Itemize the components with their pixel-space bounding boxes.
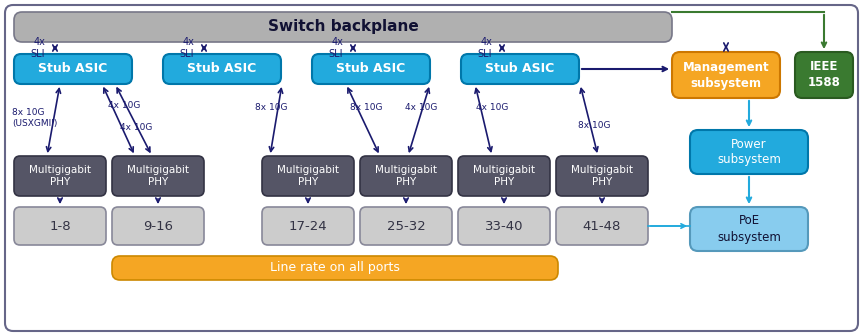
Text: Line rate on all ports: Line rate on all ports <box>270 261 400 275</box>
FancyBboxPatch shape <box>312 54 430 84</box>
Text: 4x
SLI: 4x SLI <box>180 37 194 59</box>
FancyBboxPatch shape <box>262 207 354 245</box>
FancyBboxPatch shape <box>262 156 354 196</box>
Text: Multigigabit
PHY: Multigigabit PHY <box>127 165 189 187</box>
Text: 33-40: 33-40 <box>485 219 524 233</box>
FancyBboxPatch shape <box>5 5 858 331</box>
Text: Multigigabit
PHY: Multigigabit PHY <box>277 165 339 187</box>
Text: 4x
SLI: 4x SLI <box>328 37 343 59</box>
Text: 17-24: 17-24 <box>289 219 327 233</box>
FancyBboxPatch shape <box>163 54 281 84</box>
Text: Stub ASIC: Stub ASIC <box>486 62 555 76</box>
Text: 8x 10G: 8x 10G <box>578 121 611 129</box>
FancyBboxPatch shape <box>112 256 558 280</box>
FancyBboxPatch shape <box>14 54 132 84</box>
FancyBboxPatch shape <box>795 52 853 98</box>
FancyBboxPatch shape <box>112 156 204 196</box>
Text: Management
subsystem: Management subsystem <box>683 60 769 89</box>
Text: Stub ASIC: Stub ASIC <box>38 62 108 76</box>
Text: 4x
SLI: 4x SLI <box>30 37 45 59</box>
Text: 1-8: 1-8 <box>49 219 71 233</box>
FancyBboxPatch shape <box>112 207 204 245</box>
FancyBboxPatch shape <box>458 207 550 245</box>
FancyBboxPatch shape <box>556 207 648 245</box>
FancyBboxPatch shape <box>14 156 106 196</box>
FancyBboxPatch shape <box>690 207 808 251</box>
Text: PoE
subsystem: PoE subsystem <box>717 214 781 244</box>
Text: Stub ASIC: Stub ASIC <box>187 62 257 76</box>
FancyBboxPatch shape <box>461 54 579 84</box>
Text: Switch backplane: Switch backplane <box>268 19 418 35</box>
Text: 41-48: 41-48 <box>583 219 621 233</box>
Text: 8x 10G: 8x 10G <box>350 103 383 113</box>
Text: 9-16: 9-16 <box>143 219 173 233</box>
Text: 4x 10G: 4x 10G <box>108 100 140 110</box>
Text: Multigigabit
PHY: Multigigabit PHY <box>29 165 91 187</box>
FancyBboxPatch shape <box>360 207 452 245</box>
FancyBboxPatch shape <box>672 52 780 98</box>
FancyBboxPatch shape <box>14 207 106 245</box>
Text: 25-32: 25-32 <box>386 219 425 233</box>
Text: Multigigabit
PHY: Multigigabit PHY <box>473 165 535 187</box>
Text: IEEE
1588: IEEE 1588 <box>808 60 841 89</box>
FancyBboxPatch shape <box>690 130 808 174</box>
FancyBboxPatch shape <box>360 156 452 196</box>
Text: 4x 10G: 4x 10G <box>405 103 437 113</box>
Text: Multigigabit
PHY: Multigigabit PHY <box>571 165 633 187</box>
Text: Stub ASIC: Stub ASIC <box>336 62 405 76</box>
FancyBboxPatch shape <box>14 12 672 42</box>
Text: 8x 10G
(USXGMII): 8x 10G (USXGMII) <box>12 108 57 128</box>
Text: 4x 10G: 4x 10G <box>476 103 508 113</box>
Text: 4x
SLI: 4x SLI <box>478 37 492 59</box>
FancyBboxPatch shape <box>556 156 648 196</box>
Text: 4x 10G: 4x 10G <box>120 124 152 132</box>
FancyBboxPatch shape <box>458 156 550 196</box>
Text: 8x 10G: 8x 10G <box>255 103 288 113</box>
Text: Multigigabit
PHY: Multigigabit PHY <box>375 165 437 187</box>
Text: Power
subsystem: Power subsystem <box>717 137 781 167</box>
